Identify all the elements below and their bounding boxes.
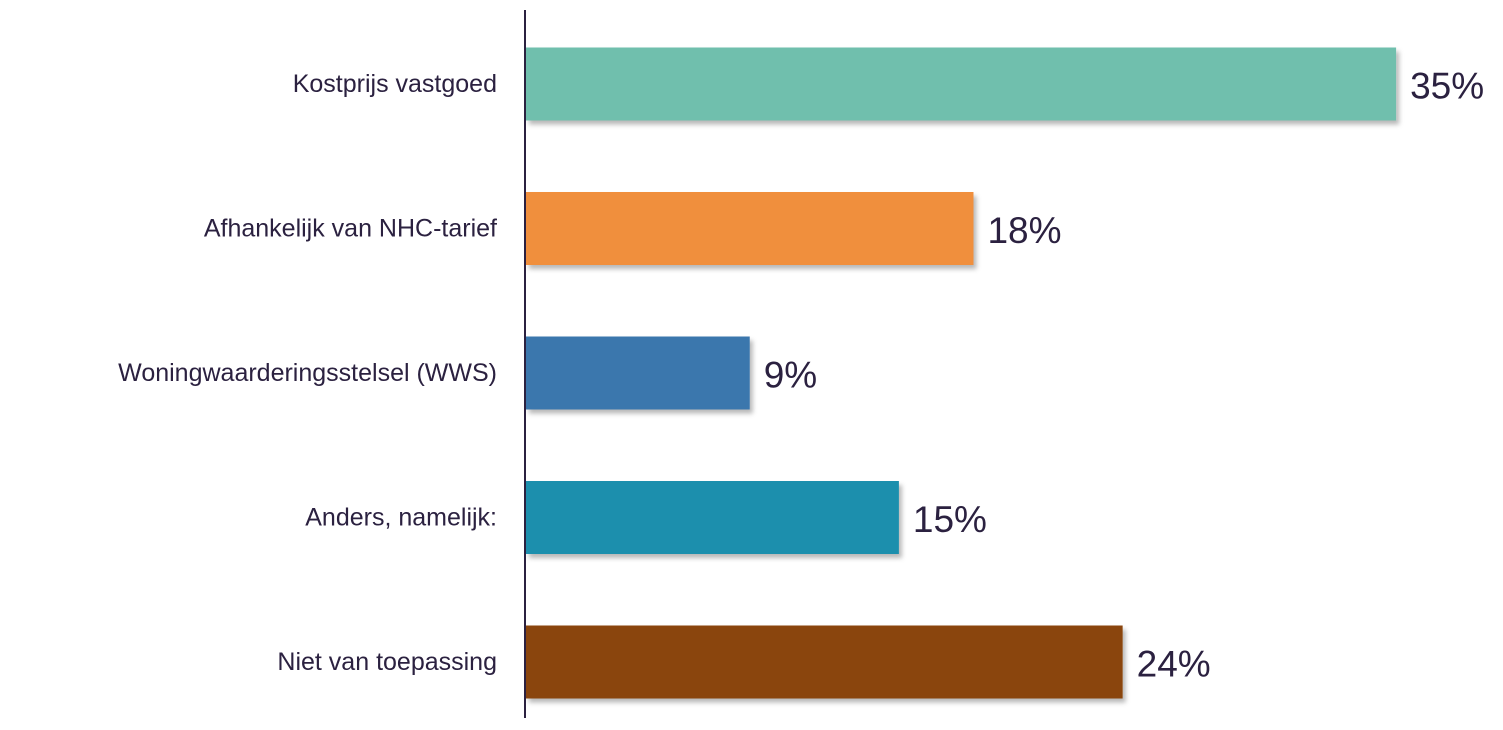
value-label-3: 9% xyxy=(764,355,817,396)
category-label-4: Anders, namelijk: xyxy=(305,504,497,532)
value-label-5: 24% xyxy=(1137,644,1211,685)
category-label-5: Niet van toepassing xyxy=(277,648,497,676)
value-label-4: 15% xyxy=(913,499,987,540)
category-labels-group: Kostprijs vastgoed Afhankelijk van NHC-ta… xyxy=(118,70,497,676)
value-label-2: 18% xyxy=(987,210,1061,251)
value-label-1: 35% xyxy=(1410,66,1484,107)
category-label-2: Afhankelijk van NHC-tarief xyxy=(204,215,497,243)
bars-group xyxy=(526,47,1397,699)
bar-5 xyxy=(526,625,1123,699)
bar-4 xyxy=(526,481,899,554)
value-labels-group: 35% 18% 9% 15% 24% xyxy=(764,66,1484,685)
bar-3 xyxy=(526,336,750,410)
bar-1 xyxy=(526,47,1397,121)
bar-2 xyxy=(526,192,974,265)
category-label-3: Woningwaarderingsstelsel (WWS) xyxy=(118,359,497,387)
category-label-1: Kostprijs vastgoed xyxy=(293,70,497,98)
